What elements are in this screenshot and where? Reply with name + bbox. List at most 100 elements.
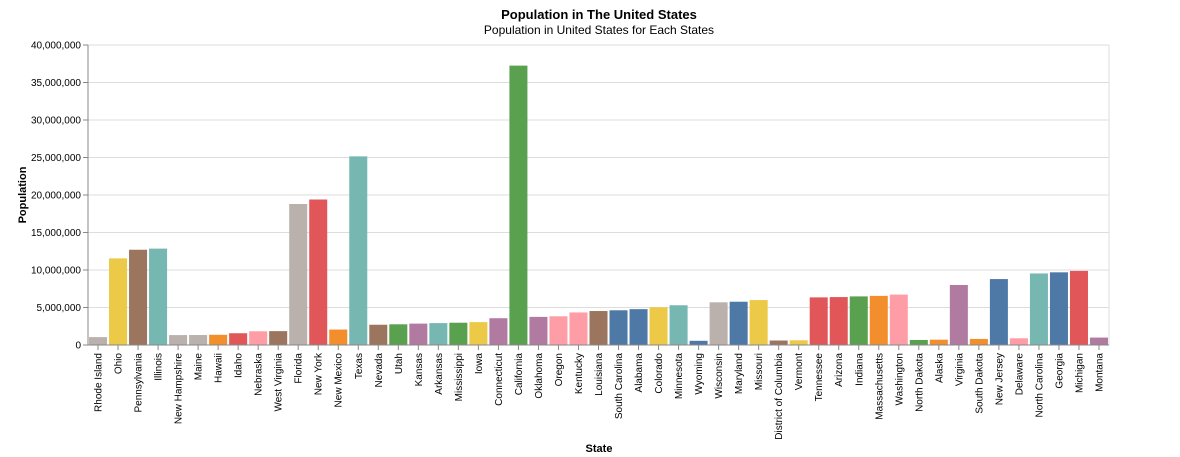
y-tick-label: 35,000,000 bbox=[31, 78, 81, 89]
x-tick-label: Delaware bbox=[1014, 353, 1025, 396]
x-tick-label: Maryland bbox=[734, 353, 745, 394]
bar-virginia bbox=[949, 285, 968, 345]
x-tick-label: Illinois bbox=[154, 353, 165, 381]
x-tick-label: Connecticut bbox=[494, 353, 505, 406]
x-tick-label: Idaho bbox=[234, 353, 245, 378]
bar-louisiana bbox=[589, 311, 608, 345]
bar-idaho bbox=[229, 333, 248, 345]
x-tick-label: Florida bbox=[294, 353, 305, 384]
x-tick-label: Minnesota bbox=[674, 353, 685, 400]
x-tick-label: South Carolina bbox=[614, 353, 625, 420]
x-tick-label: Nevada bbox=[374, 353, 385, 388]
bar-south-dakota bbox=[969, 338, 988, 345]
x-tick-label: Utah bbox=[394, 353, 405, 374]
bar-north-dakota bbox=[909, 339, 928, 345]
chart-subtitle: Population in United States for Each Sta… bbox=[484, 23, 714, 37]
x-tick-label: District of Columbia bbox=[774, 353, 785, 440]
bar-illinois bbox=[149, 248, 168, 345]
x-tick-label: New Mexico bbox=[334, 353, 345, 408]
bar-missouri bbox=[749, 300, 768, 345]
x-tick-label: West Virginia bbox=[274, 353, 285, 412]
bar-ohio bbox=[109, 258, 128, 345]
bar-hawaii bbox=[209, 334, 228, 345]
x-tick-label: Virginia bbox=[954, 353, 965, 387]
x-tick-label: Vermont bbox=[794, 353, 805, 390]
x-tick-label: Washington bbox=[894, 353, 905, 405]
bar-california bbox=[509, 65, 528, 345]
x-tick-label: New Hampshire bbox=[174, 353, 185, 425]
bar-wisconsin bbox=[709, 302, 728, 345]
bar-vermont bbox=[789, 340, 808, 345]
x-tick-label: South Dakota bbox=[974, 353, 985, 414]
x-tick-label: Oregon bbox=[554, 353, 565, 386]
bar-oregon bbox=[549, 316, 568, 345]
bar-kentucky bbox=[569, 312, 588, 345]
y-tick-label: 5,000,000 bbox=[37, 303, 82, 314]
x-tick-label: Kansas bbox=[414, 353, 425, 386]
bar-delaware bbox=[1009, 338, 1028, 345]
bar-west-virginia bbox=[269, 331, 288, 345]
y-tick-label: 10,000,000 bbox=[31, 266, 81, 277]
bars bbox=[89, 65, 1108, 345]
x-axis-ticks: Rhode Island Ohio Pennsylvania Illinois New … bbox=[94, 345, 1105, 440]
x-tick-label: Mississippi bbox=[454, 353, 465, 401]
bar-arkansas bbox=[429, 323, 448, 345]
x-tick-label: California bbox=[514, 353, 525, 396]
x-tick-label: Missouri bbox=[754, 353, 765, 390]
bar-new-mexico bbox=[329, 329, 348, 345]
x-tick-label: Maine bbox=[194, 353, 205, 381]
bar-maryland bbox=[729, 301, 748, 345]
y-axis-ticks: 0 5,000,000 10,000,000 15,000,000 20,000,000… bbox=[31, 41, 88, 352]
bar-alaska bbox=[929, 339, 948, 345]
x-tick-label: Iowa bbox=[474, 353, 485, 375]
bar-oklahoma bbox=[529, 316, 548, 345]
bar-utah bbox=[389, 324, 408, 345]
x-tick-label: North Carolina bbox=[1034, 353, 1045, 418]
x-tick-label: Michigan bbox=[1074, 353, 1085, 393]
bar-nebraska bbox=[249, 331, 268, 345]
y-tick-label: 40,000,000 bbox=[31, 41, 81, 52]
y-tick-label: 15,000,000 bbox=[31, 228, 81, 239]
bar-south-carolina bbox=[609, 310, 628, 345]
bar-wyoming bbox=[689, 340, 708, 345]
y-tick-label: 0 bbox=[75, 341, 81, 352]
x-tick-label: Tennessee bbox=[814, 353, 825, 402]
bar-texas bbox=[349, 156, 368, 345]
bar-montana bbox=[1089, 337, 1108, 345]
x-tick-label: Kentucky bbox=[574, 353, 585, 394]
bar-florida bbox=[289, 204, 308, 345]
x-axis-title: State bbox=[586, 443, 613, 455]
bar-washington bbox=[889, 294, 908, 345]
bar-north-carolina bbox=[1029, 273, 1048, 345]
x-tick-label: Wyoming bbox=[694, 353, 705, 395]
bar-massachusetts bbox=[869, 295, 888, 345]
x-tick-label: Texas bbox=[354, 353, 365, 379]
x-tick-label: Indiana bbox=[854, 353, 865, 386]
bar-michigan bbox=[1069, 270, 1088, 345]
bar-new-hampshire bbox=[169, 335, 188, 345]
x-tick-label: New Jersey bbox=[994, 353, 1005, 405]
bar-pennsylvania bbox=[129, 249, 148, 345]
x-tick-label: Colorado bbox=[654, 353, 665, 394]
bar-maine bbox=[189, 335, 208, 345]
x-tick-label: Arizona bbox=[834, 353, 845, 387]
y-tick-label: 25,000,000 bbox=[31, 153, 81, 164]
chart-title: Population in The United States bbox=[501, 7, 697, 22]
x-tick-label: Montana bbox=[1094, 353, 1105, 392]
x-tick-label: Nebraska bbox=[254, 353, 265, 396]
bar-new-york bbox=[309, 199, 328, 345]
bar-new-jersey bbox=[989, 279, 1008, 345]
bar-arizona bbox=[829, 297, 848, 345]
x-tick-label: Oklahoma bbox=[534, 353, 545, 399]
x-tick-label: Alabama bbox=[634, 353, 645, 393]
x-tick-label: Pennsylvania bbox=[134, 353, 145, 413]
x-tick-label: Hawaii bbox=[214, 353, 225, 383]
x-tick-label: Georgia bbox=[1054, 353, 1065, 389]
y-tick-label: 20,000,000 bbox=[31, 191, 81, 202]
x-tick-label: Louisiana bbox=[594, 353, 605, 396]
x-tick-label: Ohio bbox=[114, 353, 125, 375]
bar-nevada bbox=[369, 324, 388, 345]
y-tick-label: 30,000,000 bbox=[31, 116, 81, 127]
